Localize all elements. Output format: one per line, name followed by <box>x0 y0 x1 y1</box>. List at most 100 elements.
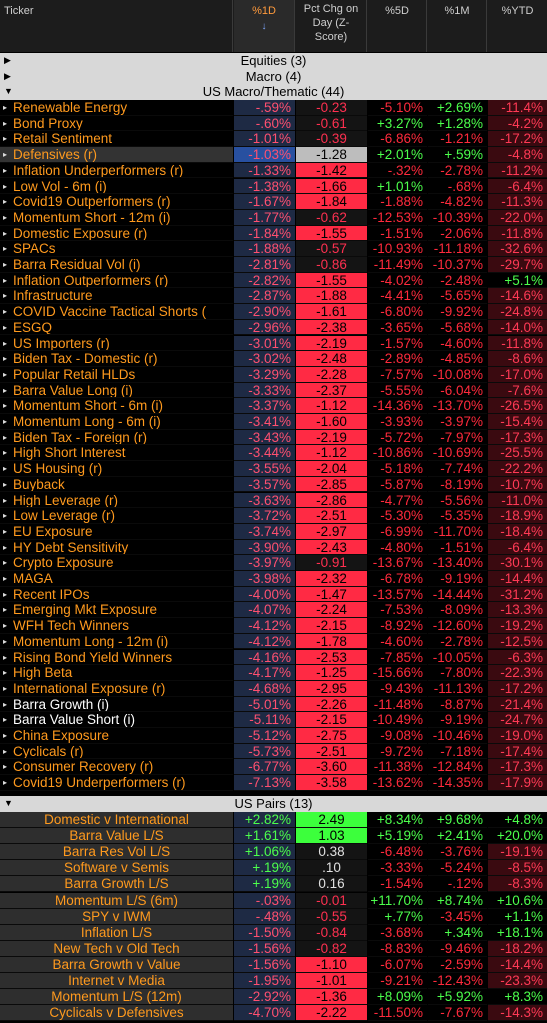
pair-row[interactable]: Barra Value L/S +1.61% 1.03 +5.19% +2.41% +20… <box>0 828 547 845</box>
pair-row[interactable]: Domestic v International +2.82% 2.49 +8.34%… <box>0 812 547 829</box>
col-ytd[interactable]: %YTD <box>488 0 547 52</box>
row-expand-icon[interactable]: ▸ <box>3 134 8 144</box>
table-row[interactable]: ▸ Momentum Short - 12m (i) -1.77% -0.62 -12.… <box>0 209 547 226</box>
row-expand-icon[interactable]: ▸ <box>3 542 8 552</box>
group-equities[interactable]: ▶ Equities (3) <box>0 53 547 69</box>
row-expand-icon[interactable]: ▸ <box>3 526 8 536</box>
table-row[interactable]: ▸ Emerging Mkt Exposure -4.07% -2.24 -7.53% -… <box>0 602 547 619</box>
row-expand-icon[interactable]: ▸ <box>3 448 8 458</box>
row-expand-icon[interactable]: ▸ <box>3 479 8 489</box>
row-expand-icon[interactable]: ▸ <box>3 432 8 442</box>
pair-row[interactable]: Cyclicals v Defensives -4.70% -2.22 -11.50%… <box>0 1005 547 1022</box>
group-us-pairs[interactable]: ▼ US Pairs (13) <box>0 796 547 812</box>
table-row[interactable]: ▸ Bond Proxy -.60% -0.61 +3.27% +1.28% -4.2% <box>0 115 547 132</box>
table-row[interactable]: ▸ Biden Tax - Domestic (r) -3.02% -2.48 -2.8… <box>0 351 547 367</box>
row-expand-icon[interactable]: ▸ <box>3 731 8 740</box>
row-expand-icon[interactable]: ▸ <box>3 668 8 678</box>
row-expand-icon[interactable]: ▸ <box>3 275 8 285</box>
col-1d[interactable]: %1D ↓ <box>234 0 295 52</box>
row-expand-icon[interactable]: ▸ <box>3 291 8 301</box>
col-5d[interactable]: %5D <box>368 0 427 52</box>
table-row[interactable]: ▸ Barra Value Long (i) -3.33% -2.37 -5.55% -6… <box>0 382 547 399</box>
row-expand-icon[interactable]: ▸ <box>3 181 8 191</box>
row-expand-icon[interactable]: ▸ <box>3 652 8 662</box>
row-expand-icon[interactable]: ▸ <box>3 103 8 112</box>
row-expand-icon[interactable]: ▸ <box>3 338 8 348</box>
table-row[interactable]: ▸ International Exposure (r) -4.68% -2.95 -9… <box>0 680 547 697</box>
pair-row[interactable]: New Tech v Old Tech -1.56% -0.82 -8.83% -9.4… <box>0 940 547 957</box>
table-row[interactable]: ▸ SPACs -1.88% -0.57 -10.93% -11.18% -32.6% <box>0 241 547 257</box>
table-row[interactable]: ▸ Inflation Outperformers (r) -2.82% -1.55-… <box>0 272 547 289</box>
row-expand-icon[interactable]: ▸ <box>3 715 8 725</box>
table-row[interactable]: ▸ HY Debt Sensitivity -3.90% -2.43 -4.80% -1.… <box>0 539 547 556</box>
table-row[interactable]: ▸ Momentum Short - 6m (i) -3.37% -1.12 -14.3… <box>0 398 547 414</box>
table-row[interactable]: ▸ Barra Growth (i) -5.01% -2.26 -11.48% -8.87… <box>0 696 547 713</box>
row-expand-icon[interactable]: ▸ <box>3 699 8 709</box>
table-row[interactable]: ▸ Crypto Exposure -3.97% -0.91 -13.67% -13.40… <box>0 555 547 571</box>
pair-row[interactable]: SPY v IWM -.48% -0.55 +.77% -3.45% +1.1% <box>0 908 547 925</box>
table-row[interactable]: ▸ Buyback -3.57% -2.85 -5.87% -8.19% -10.7% <box>0 476 547 493</box>
table-row[interactable]: ▸ COVID Vaccine Tactical Shorts (-2.90% -1… <box>0 304 547 320</box>
row-expand-icon[interactable]: ▸ <box>3 746 8 756</box>
table-row[interactable]: ▸ Low Leverage (r) -3.72% -2.51 -5.30% -5.35%… <box>0 508 547 524</box>
row-expand-icon[interactable]: ▸ <box>3 369 8 379</box>
pair-row[interactable]: Momentum L/S (12m) -2.92% -1.36 +8.09% +5.92… <box>0 989 547 1006</box>
table-row[interactable]: ▸ Renewable Energy -.59% -0.23 -5.10% +2.69% -… <box>0 100 547 116</box>
row-expand-icon[interactable]: ▸ <box>3 762 8 772</box>
table-row[interactable]: ▸ China Exposure -5.12% -2.75 -9.08% -10.46% -… <box>0 728 547 744</box>
table-row[interactable]: ▸ EU Exposure -3.74% -2.97 -6.99% -11.70% -18.… <box>0 523 547 540</box>
table-row[interactable]: ▸ Inflation Underperformers (r) -1.33% -1.4… <box>0 162 547 179</box>
row-expand-icon[interactable]: ▸ <box>3 464 8 474</box>
row-expand-icon[interactable]: ▸ <box>3 244 8 254</box>
table-row[interactable]: ▸ Popular Retail HLDs -3.29% -2.28 -7.57% -10… <box>0 366 547 383</box>
row-expand-icon[interactable]: ▸ <box>3 354 8 364</box>
row-expand-icon[interactable]: ▸ <box>3 165 8 175</box>
table-row[interactable]: ▸ Barra Residual Vol (i) -2.81% -0.86 -11.49… <box>0 257 547 273</box>
row-expand-icon[interactable]: ▸ <box>3 636 8 646</box>
table-row[interactable]: ▸ Low Vol - 6m (i) -1.38% -1.66 +1.01% -.68% -… <box>0 178 547 195</box>
row-expand-icon[interactable]: ▸ <box>3 683 8 693</box>
row-expand-icon[interactable]: ▸ <box>3 150 8 160</box>
row-expand-icon[interactable]: ▸ <box>3 511 8 521</box>
pair-row[interactable]: Momentum L/S (6m) -.03% -0.01 +11.70% +8.74%… <box>0 892 547 909</box>
table-row[interactable]: ▸ MAGA -3.98% -2.32 -6.78% -9.19% -14.4% <box>0 571 547 587</box>
table-row[interactable]: ▸ Cyclicals (r) -5.73% -2.51 -9.72% -7.18% -17… <box>0 743 547 760</box>
row-expand-icon[interactable]: ▸ <box>3 621 8 631</box>
table-row[interactable]: ▸ WFH Tech Winners -4.12% -2.15 -8.92% -12.60… <box>0 618 547 634</box>
pair-row[interactable]: Software v Semis +.19% .10 -3.33% -5.24% -8.5… <box>0 860 547 877</box>
row-expand-icon[interactable]: ▸ <box>3 495 8 505</box>
table-row[interactable]: ▸ Covid19 Underperformers (r) -7.13% -3.58-… <box>0 775 547 791</box>
row-expand-icon[interactable]: ▸ <box>3 605 8 615</box>
table-row[interactable]: ▸ High Beta -4.17% -1.25 -15.66% -7.80% -22.3% <box>0 665 547 681</box>
col-1m[interactable]: %1M <box>428 0 487 52</box>
row-expand-icon[interactable]: ▸ <box>3 118 8 128</box>
group-macro[interactable]: ▶ Macro (4) <box>0 68 547 85</box>
row-expand-icon[interactable]: ▸ <box>3 385 8 395</box>
table-row[interactable]: ▸ Infrastructure -2.87% -1.88 -4.41% -5.65% -1… <box>0 288 547 305</box>
table-row[interactable]: ▸ Domestic Exposure (r) -1.84% -1.55 -1.51% -… <box>0 225 547 242</box>
table-row[interactable]: ▸ Biden Tax - Foreign (r) -3.43% -2.19 -5.72… <box>0 429 547 446</box>
table-row[interactable]: ▸ Momentum Long - 12m (i) -4.12% -1.78 -4.60… <box>0 633 547 650</box>
pair-row[interactable]: Barra Growth v Value -1.56% -1.10 -6.07% -2.… <box>0 956 547 973</box>
table-row[interactable]: ▸ Recent IPOs -4.00% -1.47 -13.57% -14.44% -31… <box>0 586 547 603</box>
pair-row[interactable]: Barra Growth L/S +.19% 0.16 -1.54% -.12% -8.3… <box>0 876 547 893</box>
table-row[interactable]: ▸ Retail Sentiment -1.01% -0.39 -6.86% -1.21%… <box>0 131 547 148</box>
pair-row[interactable]: Inflation L/S -1.50% -0.84 -3.68% +.34% +18.1… <box>0 924 547 941</box>
row-expand-icon[interactable]: ▸ <box>3 197 8 207</box>
row-expand-icon[interactable]: ▸ <box>3 307 8 317</box>
table-row[interactable]: ▸ ESGQ -2.96% -2.38 -3.65% -5.68% -14.0% <box>0 319 547 336</box>
table-row[interactable]: ▸ High Short Interest -3.44% -1.12 -10.86% -1… <box>0 445 547 462</box>
table-row[interactable]: ▸ Consumer Recovery (r) -6.77% -3.60 -11.38%… <box>0 759 547 776</box>
table-row[interactable]: ▸ Barra Value Short (i) -5.11% -2.15 -10.49%… <box>0 712 547 728</box>
pair-row[interactable]: Internet v Media -1.95% -1.01 -9.21% -12.43%… <box>0 973 547 990</box>
table-row[interactable]: ▸ High Leverage (r) -3.63% -2.86 -4.77% -5.56… <box>0 492 547 509</box>
row-expand-icon[interactable]: ▸ <box>3 417 8 426</box>
table-row[interactable]: ▸ Defensives (r) -1.03% -1.28 +2.01% +.59% -4.… <box>0 147 547 163</box>
table-row[interactable]: ▸ US Importers (r) -3.01% -2.19 -1.57% -4.60%… <box>0 335 547 352</box>
row-expand-icon[interactable]: ▸ <box>3 574 8 583</box>
col-zscore[interactable]: Pct Chg on Day (Z-Score) <box>296 0 367 52</box>
row-expand-icon[interactable]: ▸ <box>3 212 8 222</box>
row-expand-icon[interactable]: ▸ <box>3 322 8 332</box>
row-expand-icon[interactable]: ▸ <box>3 228 8 238</box>
row-expand-icon[interactable]: ▸ <box>3 589 8 599</box>
